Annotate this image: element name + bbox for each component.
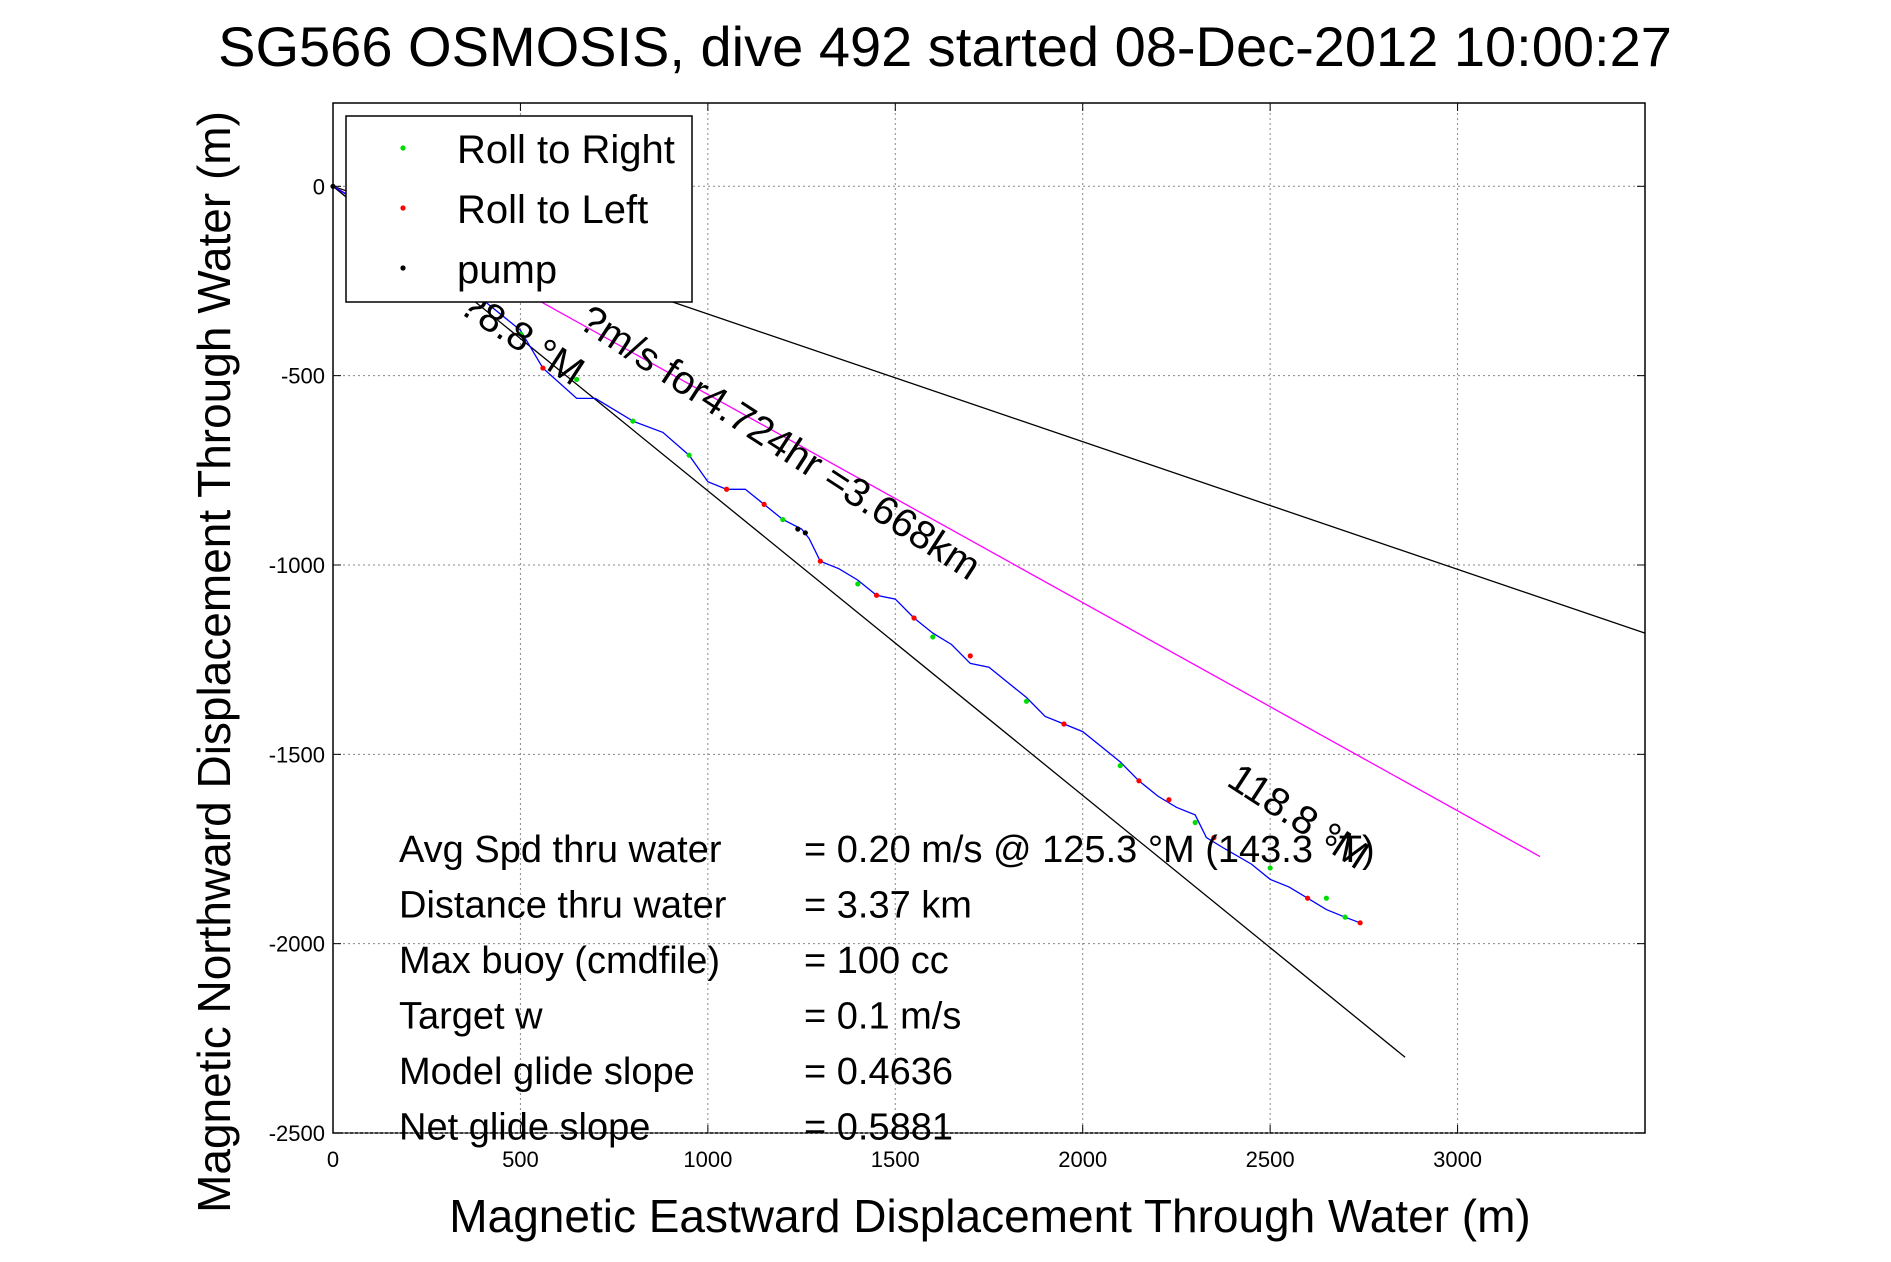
pump-point	[330, 183, 336, 189]
roll-left-point	[540, 365, 546, 371]
legend-marker	[400, 265, 406, 271]
pump-point	[795, 526, 801, 532]
pump-point	[802, 530, 808, 536]
roll-right-point	[1342, 914, 1348, 920]
x-axis-label: Magnetic Eastward Displacement Through W…	[449, 1190, 1530, 1242]
bound-lower-line	[332, 185, 1406, 1058]
y-tick-label: -2000	[269, 932, 325, 957]
stat-label: Avg Spd thru water	[399, 829, 722, 871]
stat-value: = 0.20 m/s @ 125.3 °M (143.3 °T)	[804, 829, 1375, 871]
stat-label: Target w	[399, 996, 543, 1038]
roll-right-point	[686, 452, 692, 458]
stat-value: = 3.37 km	[804, 885, 972, 927]
roll-left-point	[873, 592, 880, 598]
x-tick-label: 1000	[683, 1147, 732, 1172]
x-tick-label: 500	[502, 1147, 539, 1172]
x-tick-label: 3000	[1433, 1147, 1482, 1172]
roll-left-point	[1357, 920, 1363, 926]
roll-left-point	[817, 558, 823, 564]
x-tick-label: 2000	[1058, 1147, 1107, 1172]
stat-value: = 100 cc	[804, 940, 949, 982]
roll-left-point	[967, 653, 973, 659]
stat-label: Max buoy (cmdfile)	[399, 940, 720, 982]
roll-right-point	[517, 331, 524, 337]
roll-left-point	[724, 486, 730, 492]
roll-left-point	[911, 615, 917, 621]
roll-right-point	[1117, 763, 1123, 769]
x-tick-label: 2500	[1246, 1147, 1295, 1172]
y-axis-label: Magnetic Northward Displacement Through …	[188, 111, 240, 1213]
roll-right-point	[1267, 865, 1273, 871]
legend: Roll to Right Roll to Left pump	[345, 115, 693, 303]
roll-left-point	[1211, 835, 1217, 841]
tick-labels: 0 500 1000 1500 2000 2500 3000 0 -500 -1000 -1500 -…	[269, 174, 1482, 1172]
y-tick-label: 0	[313, 174, 325, 199]
y-tick-label: -2500	[269, 1121, 325, 1146]
stat-label: Model glide slope	[399, 1051, 695, 1093]
roll-right-point	[1023, 698, 1030, 704]
stat-value: = 0.5881	[804, 1107, 953, 1149]
roll-right-point	[630, 418, 636, 424]
legend-entry-label: pump	[457, 248, 557, 292]
stat-value: = 0.4636	[804, 1051, 953, 1093]
stats-block: Avg Spd thru water = 0.20 m/s @ 125.3 °M …	[399, 829, 1375, 1149]
x-tick-label: 1500	[871, 1147, 920, 1172]
roll-right-point	[780, 516, 786, 523]
legend-entry-label: Roll to Left	[457, 188, 648, 232]
roll-right-point	[855, 581, 861, 587]
y-tick-label: -500	[281, 364, 325, 389]
roll-right-point	[1192, 819, 1198, 826]
data-series	[330, 183, 1363, 926]
roll-right-point	[574, 376, 580, 383]
roll-left-point	[1061, 721, 1067, 727]
y-tick-label: -1000	[269, 553, 325, 578]
chart-title: SG566 OSMOSIS, dive 492 started 08-Dec-2…	[218, 15, 1672, 78]
roll-left-point	[761, 501, 767, 507]
legend-entry-label: Roll to Right	[457, 128, 675, 172]
roll-right-point	[930, 634, 936, 640]
legend-marker	[400, 145, 406, 151]
stat-value: = 0.1 m/s	[804, 996, 961, 1038]
roll-right-point	[1323, 895, 1329, 901]
roll-left-point	[1166, 797, 1172, 803]
y-tick-label: -1500	[269, 742, 325, 767]
legend-marker	[400, 205, 406, 211]
stat-label: Distance thru water	[399, 885, 727, 927]
roll-left-point	[1305, 895, 1311, 901]
stat-label: Net glide slope	[399, 1107, 650, 1149]
roll-left-point	[1136, 778, 1142, 784]
x-tick-label: 0	[327, 1147, 339, 1172]
